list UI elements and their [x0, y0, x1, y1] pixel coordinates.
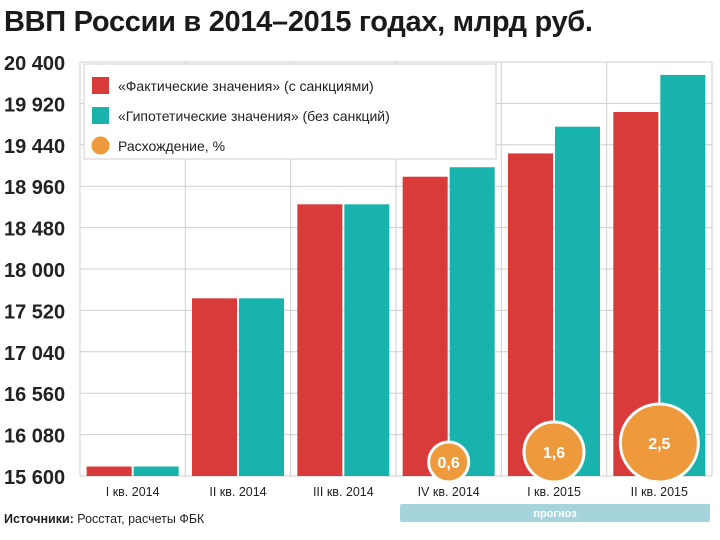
- forecast-band: [400, 504, 710, 522]
- legend-item-actual-label: «Фактические значения» (с санкциями): [118, 78, 374, 94]
- y-tick-label: 18 960: [4, 177, 65, 199]
- x-tick-label: II кв. 2014: [209, 485, 266, 499]
- source-text: Росстат, расчеты ФБК: [77, 512, 205, 526]
- source-label: Источники:: [4, 512, 74, 526]
- y-tick-label: 18 000: [4, 260, 65, 282]
- y-tick-label: 16 560: [4, 384, 65, 406]
- y-tick-label: 20 400: [4, 53, 65, 75]
- bar-actual: [402, 176, 448, 476]
- bar-hypothetical: [555, 126, 600, 476]
- x-tick-label: I кв. 2014: [106, 485, 160, 499]
- source-line: Источники: Росстат, расчеты ФБК: [4, 512, 204, 526]
- y-tick-label: 17 040: [4, 343, 65, 365]
- x-tick-label: III кв. 2014: [313, 485, 374, 499]
- bar-hypothetical: [344, 204, 390, 476]
- x-tick-label: I кв. 2015: [527, 485, 581, 499]
- legend-item-divergence-label: Расхождение, %: [118, 138, 225, 154]
- x-tick-label: IV кв. 2014: [418, 485, 480, 499]
- legend-item-hypothetical-swatch: [92, 107, 109, 124]
- bar-hypothetical: [449, 167, 495, 476]
- legend-item-divergence-swatch: [91, 136, 110, 155]
- chart-title: ВВП России в 2014–2015 годах, млрд руб.: [4, 6, 593, 38]
- y-tick-label: 19 440: [4, 136, 65, 158]
- y-tick-label: 17 520: [4, 301, 65, 323]
- legend-item-actual-swatch: [92, 77, 109, 94]
- legend-item-hypothetical-label: «Гипотетические значения» (без санкций): [118, 108, 390, 124]
- bar-actual: [192, 298, 237, 476]
- divergence-label: 0,6: [438, 455, 460, 472]
- y-tick-label: 16 080: [4, 426, 65, 448]
- bar-hypothetical: [133, 466, 179, 476]
- x-tick-label: II кв. 2015: [631, 485, 688, 499]
- legend-box: [83, 63, 497, 160]
- bar-hypothetical: [239, 298, 284, 476]
- divergence-circle: [522, 420, 586, 484]
- y-tick-label: 15 600: [4, 467, 65, 489]
- divergence-label: 2,5: [648, 436, 670, 453]
- divergence-circle: [618, 402, 700, 484]
- bar-actual: [86, 466, 132, 476]
- y-tick-label: 18 480: [4, 219, 65, 241]
- divergence-circle: [427, 440, 471, 484]
- y-tick-label: 19 920: [4, 94, 65, 116]
- divergence-label: 1,6: [543, 445, 565, 462]
- bar-actual: [297, 204, 343, 476]
- forecast-label: прогноз: [533, 508, 577, 520]
